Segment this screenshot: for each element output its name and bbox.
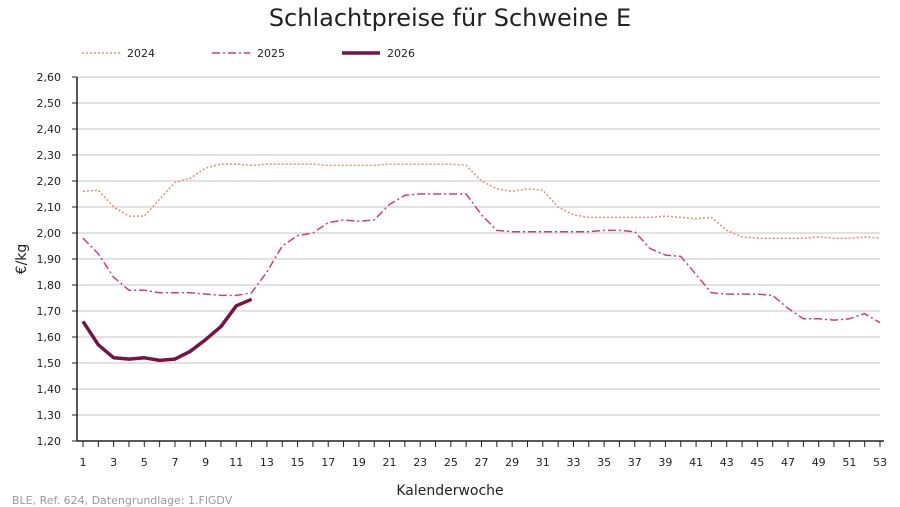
y-tick-label: 2,20 (37, 175, 62, 188)
y-tick-label: 2,40 (37, 123, 62, 136)
x-tick-label: 51 (842, 456, 856, 469)
y-tick-label: 1,30 (37, 409, 62, 422)
source-note: BLE, Ref. 624, Datengrundlage: 1.FlGDV (12, 494, 233, 507)
x-tick-label: 31 (536, 456, 550, 469)
x-tick-label: 13 (260, 456, 274, 469)
x-axis-label: Kalenderwoche (396, 483, 503, 499)
legend-label-2026: 2026 (387, 47, 415, 60)
x-tick-label: 33 (566, 456, 580, 469)
x-tick-label: 7 (171, 456, 178, 469)
x-tick-label: 5 (141, 456, 148, 469)
y-tick-label: 2,10 (37, 201, 62, 214)
chart-title: Schlachtpreise für Schweine E (268, 4, 632, 32)
x-tick-label: 17 (321, 456, 335, 469)
x-tick-label: 41 (689, 456, 703, 469)
x-tick-label: 47 (781, 456, 795, 469)
series-line-2024 (82, 163, 881, 239)
x-tick-label: 43 (720, 456, 734, 469)
y-tick-label: 1,70 (37, 305, 62, 318)
series-line-2026 (81, 297, 253, 363)
x-tick-label: 25 (444, 456, 458, 469)
x-tick-label: 29 (505, 456, 519, 469)
y-tick-label: 2,50 (37, 97, 62, 110)
y-tick-label: 2,00 (37, 227, 62, 240)
y-tick-label: 1,60 (37, 331, 62, 344)
x-tick-label: 45 (750, 456, 764, 469)
x-tick-label: 19 (352, 456, 366, 469)
y-tick-label: 2,30 (37, 149, 62, 162)
x-tick-label: 11 (229, 456, 243, 469)
x-tick-label: 15 (291, 456, 305, 469)
y-tick-label: 1,40 (37, 383, 62, 396)
legend-label-2025: 2025 (257, 47, 285, 60)
x-tick-label: 27 (475, 456, 489, 469)
x-tick-label: 37 (628, 456, 642, 469)
x-tick-label: 35 (597, 456, 611, 469)
legend-label-2024: 2024 (127, 47, 155, 60)
y-axis-label: €/kg (14, 244, 30, 275)
y-tick-label: 2,60 (37, 71, 62, 84)
x-tick-label: 53 (873, 456, 887, 469)
x-tick-label: 1 (80, 456, 87, 469)
series-line-2025 (82, 193, 881, 324)
x-tick-label: 23 (413, 456, 427, 469)
x-tick-label: 49 (812, 456, 826, 469)
y-tick-label: 1,80 (37, 279, 62, 292)
y-tick-label: 1,20 (37, 435, 62, 448)
y-tick-label: 1,90 (37, 253, 62, 266)
x-tick-label: 39 (658, 456, 672, 469)
x-tick-label: 9 (202, 456, 209, 469)
x-tick-label: 21 (383, 456, 397, 469)
y-tick-label: 1,50 (37, 357, 62, 370)
x-tick-label: 3 (110, 456, 117, 469)
